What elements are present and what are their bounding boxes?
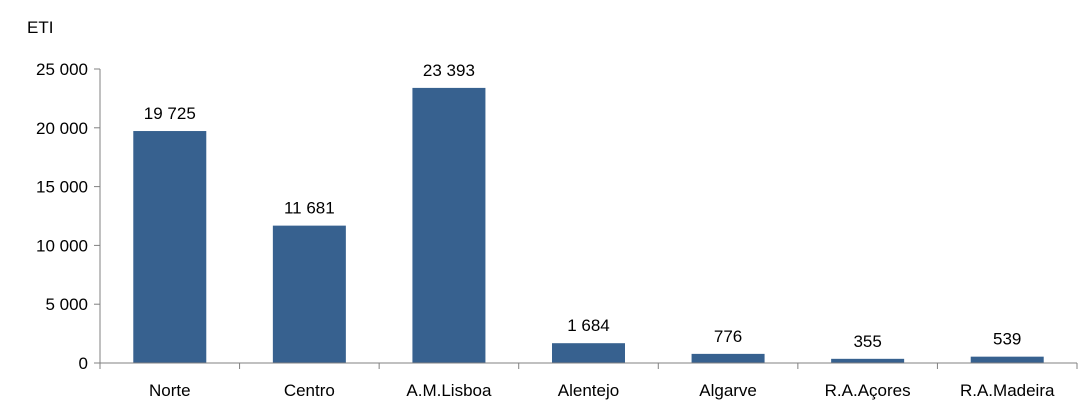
- x-category-label: Norte: [149, 381, 191, 400]
- y-tick-label: 10 000: [36, 236, 88, 255]
- bar: [412, 87, 486, 364]
- y-tick-label: 5 000: [45, 295, 88, 314]
- y-tick-label: 20 000: [36, 119, 88, 138]
- bar: [691, 353, 765, 363]
- x-category-label: R.A.Açores: [825, 381, 911, 400]
- x-category-label: Algarve: [699, 381, 757, 400]
- y-tick-label: 0: [79, 354, 88, 373]
- bar-value-label: 19 725: [144, 104, 196, 123]
- y-axis-unit-label: ETI: [27, 18, 53, 37]
- x-axis: Norte Centro A.M.Lisboa Alentejo Algarve R.A.…: [99, 362, 1078, 400]
- bar-value-label: 539: [993, 330, 1021, 349]
- bar-value-label: 1 684: [567, 316, 610, 335]
- bar-value-label: 11 681: [284, 199, 335, 218]
- bar-value-label: 23 393: [423, 61, 475, 80]
- bar: [552, 343, 625, 363]
- y-tick-label: 15 000: [36, 178, 88, 197]
- bar-value-label: 355: [853, 332, 881, 351]
- bar: [831, 358, 905, 363]
- bar-value-label: 776: [714, 327, 742, 346]
- bars-group: [133, 87, 1044, 364]
- data-labels-group: 19 725 11 681 23 393 1 684 776 355 539: [144, 61, 1022, 351]
- x-category-label: A.M.Lisboa: [406, 381, 492, 400]
- bar: [272, 225, 346, 363]
- x-category-label: Alentejo: [558, 381, 619, 400]
- x-category-label: R.A.Madeira: [960, 381, 1055, 400]
- bar: [970, 356, 1044, 363]
- bar: [133, 131, 207, 363]
- y-axis: 0 5 000 10 000 15 000 20 000 25 000: [36, 60, 101, 373]
- x-category-label: Centro: [284, 381, 335, 400]
- y-tick-label: 25 000: [36, 60, 88, 79]
